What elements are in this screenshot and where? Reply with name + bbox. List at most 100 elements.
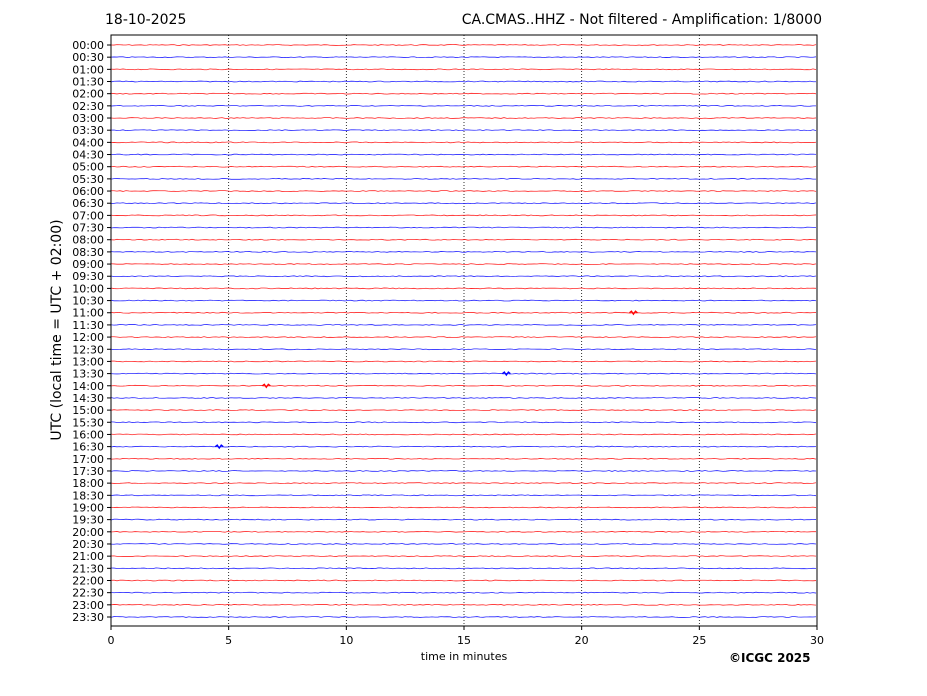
trace-0700: [110, 214, 817, 217]
trace-1000: [110, 287, 817, 290]
x-tick-label: 25: [692, 634, 706, 647]
trace-1600: [110, 433, 817, 436]
y-tick-label: 15:00: [72, 404, 104, 417]
trace-2000: [110, 530, 817, 533]
trace-1130: [110, 324, 817, 326]
trace-0500: [110, 165, 817, 168]
y-tick-label: 02:00: [72, 88, 104, 101]
y-tick-label: 10:30: [72, 295, 104, 308]
y-tick-label: 02:30: [72, 100, 104, 113]
x-tick-label: 20: [575, 634, 589, 647]
y-tick-label: 16:30: [72, 441, 104, 454]
event-mark: [261, 383, 271, 389]
x-tick-label: 15: [457, 634, 471, 647]
y-tick-label: 10:00: [72, 282, 104, 295]
y-tick-label: 16:00: [72, 428, 104, 441]
y-tick-label: 21:00: [72, 550, 104, 563]
y-tick-label: 12:30: [72, 343, 104, 356]
y-tick-label: 21:30: [72, 562, 104, 575]
trace-0100: [110, 68, 817, 71]
trace-2100: [110, 555, 817, 557]
event-mark: [629, 310, 638, 316]
trace-1100: [110, 311, 817, 314]
y-tick-label: 06:30: [72, 197, 104, 210]
y-tick-label: 15:30: [72, 416, 104, 429]
x-tick-label: 5: [225, 634, 232, 647]
trace-0730: [110, 226, 817, 229]
trace-0530: [110, 178, 817, 180]
y-tick-label: 23:00: [72, 599, 104, 612]
y-tick-label: 05:30: [72, 173, 104, 186]
y-tick-label: 07:00: [72, 209, 104, 222]
y-tick-label: 03:30: [72, 124, 104, 137]
y-tick-label: 19:30: [72, 514, 104, 527]
y-tick-label: 13:30: [72, 368, 104, 381]
y-tick-label: 08:30: [72, 246, 104, 259]
trace-1230: [110, 348, 817, 351]
y-tick-label: 04:30: [72, 149, 104, 162]
header-date: 18-10-2025: [105, 12, 187, 28]
trace-0630: [110, 202, 817, 205]
trace-1430: [110, 397, 817, 399]
x-tick-label: 30: [810, 634, 824, 647]
trace-1400: [110, 384, 817, 387]
y-tick-label: 04:00: [72, 136, 104, 149]
trace-1200: [110, 336, 817, 338]
trace-0300: [110, 117, 817, 119]
y-tick-label: 18:00: [72, 477, 104, 490]
x-tick-label: 0: [108, 634, 115, 647]
y-tick-label: 13:00: [72, 355, 104, 368]
y-tick-label: 06:00: [72, 185, 104, 198]
y-tick-label: 09:00: [72, 258, 104, 271]
trace-1530: [110, 421, 817, 424]
trace-2130: [110, 567, 817, 570]
trace-0830: [110, 251, 817, 253]
trace-1500: [110, 409, 817, 411]
y-tick-label: 20:30: [72, 538, 104, 551]
y-tick-label: 00:00: [72, 39, 104, 52]
trace-0330: [110, 129, 817, 132]
y-tick-label: 14:00: [72, 380, 104, 393]
y-tick-label: 12:00: [72, 331, 104, 344]
y-tick-label: 22:30: [72, 587, 104, 600]
trace-0200: [110, 92, 817, 95]
header-title: CA.CMAS..HHZ - Not filtered - Amplificat…: [461, 12, 822, 28]
y-tick-label: 17:30: [72, 465, 104, 478]
trace-1900: [110, 506, 817, 509]
y-tick-label: 14:30: [72, 392, 104, 405]
trace-0600: [110, 190, 817, 192]
trace-0430: [110, 153, 817, 156]
trace-2230: [110, 591, 817, 594]
plot-frame: [110, 34, 818, 627]
event-mark: [214, 444, 224, 450]
y-tick-label: 11:30: [72, 319, 104, 332]
y-tick-label: 09:30: [72, 270, 104, 283]
y-tick-label: 11:00: [72, 307, 104, 320]
y-tick-label: 07:30: [72, 222, 104, 235]
y-tick-label: 05:00: [72, 161, 104, 174]
trace-1030: [110, 299, 817, 302]
trace-1300: [110, 360, 817, 363]
trace-2330: [110, 616, 817, 618]
y-tick-label: 20:00: [72, 526, 104, 539]
trace-0000: [110, 44, 817, 46]
y-tick-label: 19:00: [72, 501, 104, 514]
y-tick-label: 00:30: [72, 51, 104, 64]
trace-2300: [110, 603, 817, 606]
y-tick-label: 22:00: [72, 574, 104, 587]
trace-0230: [110, 104, 817, 107]
y-tick-label: 08:00: [72, 234, 104, 247]
trace-1330: [110, 372, 817, 375]
y-tick-label: 03:00: [72, 112, 104, 125]
event-mark: [501, 371, 511, 377]
trace-0930: [110, 275, 817, 278]
trace-2030: [110, 543, 817, 545]
copyright: ©ICGC 2025: [729, 651, 811, 665]
trace-0130: [110, 80, 816, 83]
trace-1730: [110, 470, 817, 472]
trace-1630: [110, 445, 817, 448]
trace-2200: [110, 579, 817, 582]
trace-1830: [110, 494, 817, 497]
trace-0030: [110, 56, 817, 59]
y-tick-label: 18:30: [72, 489, 104, 502]
